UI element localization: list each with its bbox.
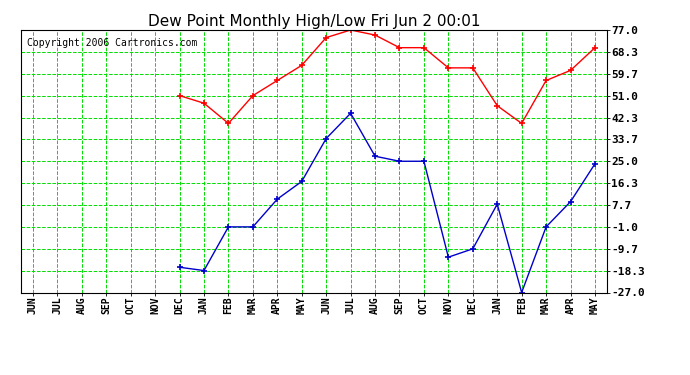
Title: Dew Point Monthly High/Low Fri Jun 2 00:01: Dew Point Monthly High/Low Fri Jun 2 00:… [148, 14, 480, 29]
Text: Copyright 2006 Cartronics.com: Copyright 2006 Cartronics.com [26, 38, 197, 48]
